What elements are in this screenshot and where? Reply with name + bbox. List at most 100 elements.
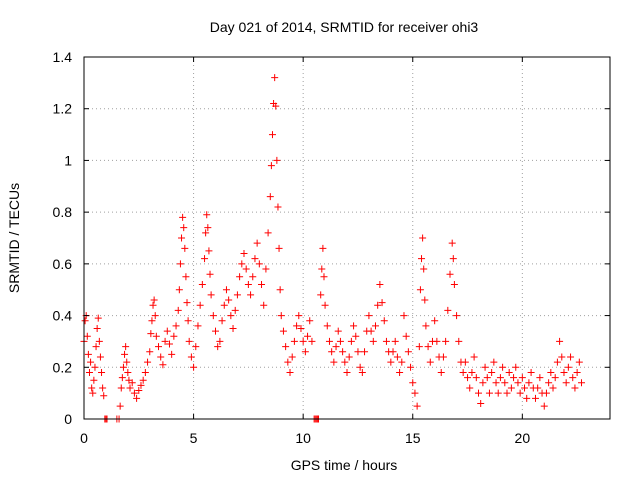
data-point (308, 337, 316, 345)
data-point (419, 234, 427, 242)
data-point (240, 250, 248, 258)
data-point (466, 384, 474, 392)
data-point (321, 301, 329, 309)
data-point (150, 296, 158, 304)
data-point (118, 374, 126, 382)
plot-frame (83, 56, 611, 420)
data-point (336, 337, 344, 345)
data-point (422, 322, 430, 330)
data-point (378, 299, 386, 307)
data-point (220, 301, 228, 309)
y-tick-label: 1 (64, 152, 72, 168)
data-point (276, 286, 284, 294)
data-point (453, 312, 461, 320)
data-point (293, 322, 301, 330)
data-point (279, 327, 287, 335)
data-point (214, 343, 222, 351)
data-point (380, 317, 388, 325)
axis-ticks: 0 0.2 0.4 0.6 0.8 1 1.2 1.4 0 5 10 15 20 (53, 49, 610, 446)
data-point (242, 265, 250, 273)
data-point (516, 389, 524, 397)
data-point (376, 281, 384, 289)
data-point (161, 337, 169, 345)
x-tick-label: 0 (80, 430, 88, 446)
data-point (431, 317, 439, 325)
data-point (323, 322, 331, 330)
data-point (201, 255, 209, 263)
data-point (318, 265, 326, 273)
data-point (203, 211, 211, 219)
data-point (345, 353, 353, 361)
data-point (98, 368, 106, 376)
x-axis-label: GPS time / hours (291, 457, 398, 473)
data-point (172, 322, 180, 330)
data-point (527, 368, 535, 376)
data-point (418, 255, 426, 263)
data-point (282, 343, 290, 351)
data-point (206, 270, 214, 278)
data-point (332, 343, 340, 351)
data-point (536, 374, 544, 382)
data-point (507, 384, 515, 392)
data-point (367, 327, 375, 335)
data-point (334, 327, 342, 335)
data-point (551, 374, 559, 382)
data-point (275, 244, 283, 252)
data-point (155, 343, 163, 351)
data-point (556, 337, 564, 345)
data-point (560, 368, 568, 376)
data-point (479, 379, 487, 387)
data-point (247, 291, 255, 299)
data-point (83, 332, 91, 340)
data-point (205, 247, 213, 255)
data-point (266, 193, 274, 201)
data-point (525, 379, 533, 387)
data-point (320, 273, 328, 281)
data-point (93, 325, 101, 332)
data-point (374, 301, 382, 309)
data-point (505, 368, 513, 376)
data-point (87, 358, 95, 366)
data-point (216, 337, 224, 345)
data-point (433, 337, 441, 345)
data-point (413, 402, 421, 410)
data-point (264, 229, 272, 237)
data-point (123, 358, 131, 366)
x-tick-label: 15 (405, 430, 421, 446)
data-point (411, 389, 419, 397)
data-point (358, 368, 366, 376)
data-point (553, 358, 561, 366)
data-point (88, 384, 96, 392)
data-point (204, 224, 212, 232)
data-point (218, 317, 226, 325)
data-point (133, 394, 141, 402)
data-point (126, 384, 134, 392)
data-point (426, 358, 434, 366)
data-point (317, 291, 325, 299)
data-point (339, 348, 347, 356)
data-point (569, 374, 577, 382)
data-point (268, 131, 276, 139)
data-point (295, 312, 303, 320)
data-point (95, 337, 103, 345)
data-point (251, 255, 259, 263)
data-point (439, 353, 447, 361)
data-point (407, 363, 415, 371)
data-point (523, 394, 531, 402)
data-point (137, 381, 145, 389)
data-point (531, 394, 539, 402)
data-point (567, 353, 575, 361)
data-point (273, 156, 281, 164)
data-point (119, 363, 127, 371)
x-tick-label: 5 (190, 430, 198, 446)
data-point (450, 281, 458, 289)
data-point (564, 363, 572, 371)
data-point (501, 379, 509, 387)
data-point (187, 353, 195, 361)
data-point (514, 379, 522, 387)
data-point (382, 337, 390, 345)
data-point (284, 358, 292, 366)
data-point (404, 348, 412, 356)
data-point (455, 337, 463, 345)
data-point (510, 374, 518, 382)
